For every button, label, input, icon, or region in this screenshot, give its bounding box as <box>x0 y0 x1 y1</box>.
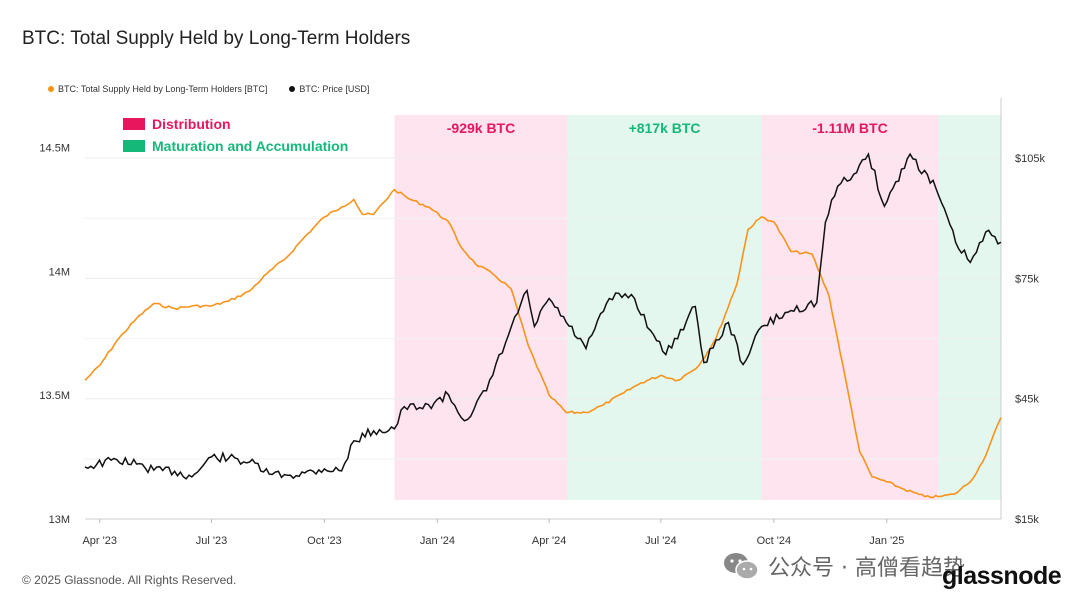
phase-label-2: -1.11M BTC <box>812 120 887 136</box>
x-tick-label: Apr '23 <box>82 535 117 547</box>
copyright-footer: © 2025 Glassnode. All Rights Reserved. <box>22 573 237 587</box>
watermark-text: 公众号 · 高僧看趋势 <box>768 556 965 581</box>
phase-labels: -929k BTC +817k BTC -1.11M BTC <box>447 120 888 136</box>
phase-band-1 <box>567 115 762 500</box>
lth-supply-line <box>84 188 1002 499</box>
phase-bands <box>394 115 1001 500</box>
y-left-tick-label: 14M <box>49 266 70 278</box>
glassnode-logo: glassnode <box>942 562 1062 590</box>
phase-band-0 <box>394 115 568 500</box>
phase-legend-swatch <box>123 118 145 130</box>
price-legend-dot <box>289 86 296 92</box>
phase-legend-swatch <box>123 140 145 152</box>
y-right-tick-label: $75k <box>1015 273 1039 285</box>
y-left-tick-label: 13.5M <box>39 390 70 402</box>
phase-band-3 <box>938 115 1001 500</box>
legend-item-lth[interactable]: BTC: Total Supply Held by Long-Term Hold… <box>48 84 267 94</box>
x-tick-label: Jan '24 <box>420 535 455 547</box>
phase-legend: Distribution Maturation and Accumulation <box>123 116 348 154</box>
x-tick-label: Oct '23 <box>307 535 342 547</box>
chart-legend: BTC: Total Supply Held by Long-Term Hold… <box>48 84 369 94</box>
legend-item-price[interactable]: BTC: Price [USD] <box>289 84 369 94</box>
phase-legend-label: Maturation and Accumulation <box>152 138 348 154</box>
y-right-tick-label: $105k <box>1015 153 1045 165</box>
axes: 13M 13.5M 14M 14.5M $15k $45k $75k $105k Apr '23… <box>39 98 1045 547</box>
x-tick-label: Jan '25 <box>869 535 904 547</box>
legend-label-price: BTC: Price [USD] <box>299 84 370 94</box>
phase-band-2 <box>761 115 939 500</box>
y-right-tick-label: $15k <box>1015 514 1039 526</box>
phase-label-0: -929k BTC <box>447 120 515 136</box>
chart-title: BTC: Total Supply Held by Long-Term Hold… <box>22 28 411 49</box>
legend-label-lth: BTC: Total Supply Held by Long-Term Hold… <box>58 84 268 94</box>
lth-legend-dot <box>48 86 54 92</box>
y-right-tick-label: $45k <box>1015 394 1039 406</box>
wechat-watermark: 公众号 · 高僧看趋势 <box>722 550 965 582</box>
wechat-icon <box>724 553 759 580</box>
x-tick-label: Apr '24 <box>532 535 567 547</box>
data-series <box>84 152 1002 499</box>
x-tick-label: Jul '23 <box>196 535 227 547</box>
y-left-tick-label: 14.5M <box>39 143 70 155</box>
phase-legend-label: Distribution <box>152 116 231 132</box>
x-tick-label: Jul '24 <box>645 535 676 547</box>
y-left-tick-label: 13M <box>49 514 70 526</box>
x-tick-label: Oct '24 <box>757 535 792 547</box>
btc-price-line <box>84 152 1002 480</box>
phase-label-1: +817k BTC <box>629 120 701 136</box>
